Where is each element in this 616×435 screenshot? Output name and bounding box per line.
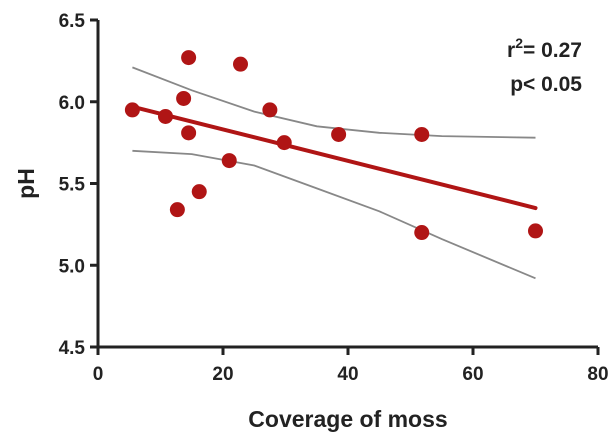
data-point: [276, 135, 292, 151]
p-value-annotation: p< 0.05: [510, 73, 582, 96]
data-point: [191, 184, 207, 200]
regression-line-group: [130, 104, 538, 211]
y-tick-label: 5.0: [59, 256, 85, 277]
regression-line: [130, 104, 538, 211]
y-tick-label: 5.5: [59, 175, 86, 196]
data-point: [158, 108, 173, 124]
x-tick-label: 20: [212, 364, 233, 385]
x-tick-label: 40: [337, 364, 358, 385]
data-point: [221, 153, 237, 169]
r-squared-value: = 0.27: [523, 39, 582, 62]
data-point: [233, 56, 248, 72]
r-squared-superscript: 2: [515, 35, 523, 51]
x-tick-label: 60: [462, 364, 483, 385]
x-axis-title: Coverage of moss: [248, 406, 447, 432]
data-point: [169, 202, 185, 218]
data-point: [414, 225, 430, 241]
y-tick-label: 4.5: [59, 338, 86, 359]
data-points: [124, 50, 543, 241]
r-squared-annotation: r2= 0.27: [507, 35, 582, 62]
y-axis-title: pH: [13, 168, 39, 199]
data-point: [176, 90, 192, 106]
data-point: [181, 125, 197, 141]
ci-lower-curve: [132, 149, 536, 280]
data-point: [331, 126, 347, 142]
r-squared-symbol: r: [507, 39, 515, 62]
data-point: [414, 126, 430, 142]
y-tick-label: 6.0: [59, 93, 85, 114]
data-point: [528, 223, 543, 239]
y-tick-label: 6.5: [59, 11, 86, 32]
ci-upper-curve: [132, 66, 536, 139]
data-point: [262, 102, 278, 118]
x-tick-label: 0: [93, 364, 104, 385]
data-point: [124, 102, 140, 118]
confidence-band: [132, 66, 536, 280]
axis-ticks: 0 20 40 60 80 4.5 5.0 5.5 6.0 6.5: [59, 11, 609, 385]
x-tick-label: 80: [587, 364, 608, 385]
data-point: [181, 50, 197, 66]
